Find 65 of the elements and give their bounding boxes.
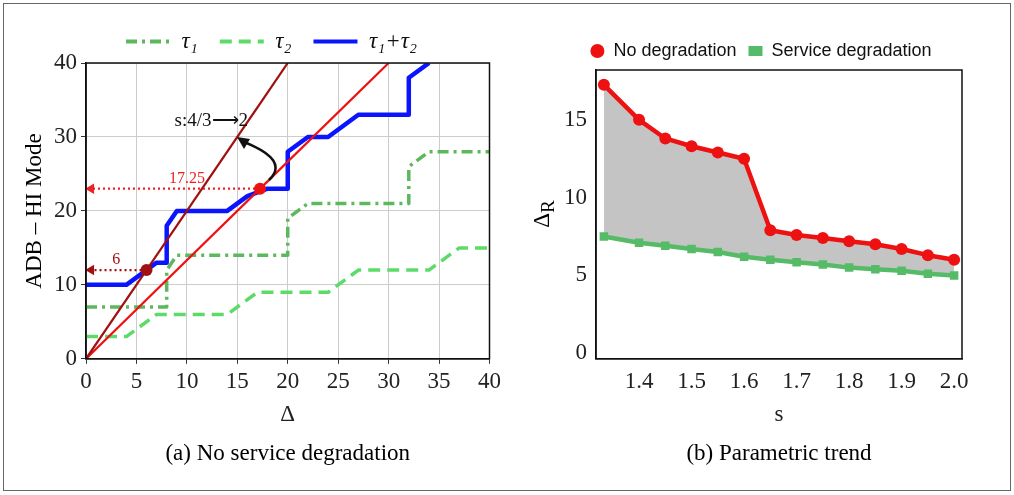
point (949, 271, 959, 280)
point (634, 238, 644, 247)
y-tick-label: 15 (564, 105, 587, 131)
point (633, 113, 646, 126)
legend-label: No degradation (613, 39, 737, 60)
y-tick-label: 10 (54, 270, 77, 296)
point (948, 253, 961, 266)
x-tick-label: 30 (377, 367, 401, 393)
legend-label: τ₁ (181, 27, 198, 53)
x-tick-label: 1.9 (887, 367, 916, 393)
point (843, 235, 856, 248)
annotation: 17.25 (168, 168, 205, 186)
point (816, 232, 829, 245)
legend-label: τ₁+τ₂ (368, 27, 417, 53)
y-tick-label: 0 (65, 344, 77, 370)
point (597, 78, 610, 91)
x-tick-label: 1.5 (677, 367, 706, 393)
legend-label: τ₂ (275, 27, 292, 53)
point (711, 146, 724, 159)
y-tick-label: 20 (54, 196, 77, 222)
x-axis-title: Δ (280, 401, 296, 427)
x-tick-label: 1.4 (624, 367, 654, 393)
x-tick-label: 40 (478, 367, 501, 393)
point (739, 252, 749, 261)
point (871, 264, 880, 274)
y-tick-label: 5 (575, 261, 587, 287)
y-axis-title: ADB – HI Mode (21, 133, 47, 289)
text: (b) Parametric trend (686, 440, 872, 466)
y-tick-label: 0 (575, 339, 587, 365)
x-tick-label: 15 (225, 367, 249, 393)
point (921, 249, 934, 262)
y-tick-label: 40 (54, 49, 77, 75)
point (766, 255, 775, 265)
x-tick-label: 25 (326, 367, 350, 393)
x-axis-title: s (774, 401, 784, 427)
x-tick-label: 1.8 (834, 367, 864, 393)
point (792, 257, 801, 267)
y-tick-label: 10 (564, 183, 587, 209)
point (599, 232, 609, 241)
point (764, 224, 777, 237)
y-tick-label: 30 (54, 123, 77, 148)
x-tick-label: 20 (276, 367, 300, 393)
point (738, 152, 751, 165)
x-tick-label: 1.7 (782, 367, 811, 393)
x-tick-label: 1.6 (729, 367, 759, 393)
annotation: 6 (112, 250, 121, 268)
point (869, 238, 882, 251)
point (687, 244, 696, 254)
text: (a) No service degradation (165, 440, 411, 466)
x-tick-label: 10 (175, 367, 199, 393)
x-tick-label: 2.0 (939, 367, 969, 393)
legend-label: Service degradation (771, 39, 932, 60)
x-tick-label: 35 (427, 367, 451, 393)
point (818, 260, 828, 269)
point (685, 140, 698, 153)
point (844, 263, 854, 272)
point (895, 242, 908, 255)
line-series (86, 149, 490, 309)
point (897, 266, 906, 275)
line-series (86, 246, 490, 339)
point (790, 228, 803, 241)
annotation: s:4/3⟶2 (174, 109, 249, 131)
point (659, 132, 672, 145)
point (661, 241, 670, 251)
x-tick-label: 5 (130, 367, 143, 393)
